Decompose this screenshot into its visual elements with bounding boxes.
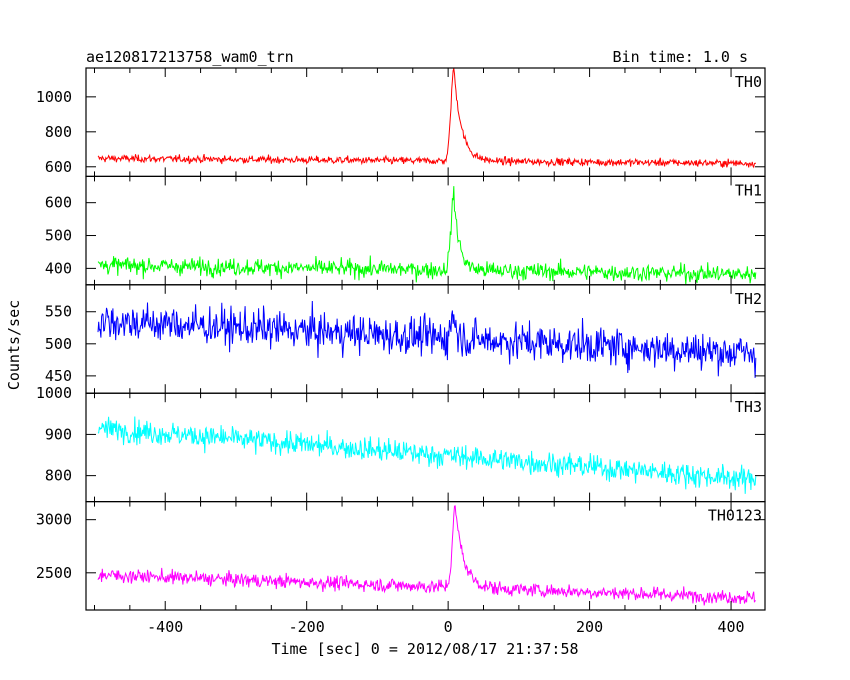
series-th3-line [97,416,757,494]
y-tick-label: 2500 [36,564,72,582]
y-tick-label: 1000 [36,88,72,106]
series-th0123-line [97,505,756,606]
y-tick-label: 800 [45,123,72,141]
panel-frame [85,392,766,503]
y-tick-label: 800 [45,467,72,485]
series-th2-line [97,300,757,378]
panel-th0: 600 800 1000 TH0 [36,67,766,178]
panel-th1: 400 500 600 TH1 [45,175,766,286]
y-tick-label: 500 [45,335,72,353]
x-tick-label: -400 [147,618,183,636]
figure-title: ae120817213758_wam0_trn [86,48,294,66]
panel-frame [85,501,766,611]
x-tick-label: -200 [289,618,325,636]
panel-th2: 450 500 550 TH2 [45,284,766,394]
y-axis-label: Counts/sec [5,300,23,390]
panel-th0123: 2500 3000 TH0123 [36,501,766,611]
panel-th3: 800 900 1000 TH3 [36,384,766,503]
panels-group: 600 800 1000 TH0 400 500 600 TH1 450 500 550 TH2 800… [36,67,766,636]
y-tick-label: 600 [45,158,72,176]
y-tick-label: 600 [45,194,72,212]
x-tick-label: 0 [444,618,453,636]
panel-label-th1: TH1 [735,181,762,199]
panel-label-th0: TH0 [735,73,762,91]
y-tick-label: 1000 [36,384,72,402]
bin-time-label: Bin time: 1.0 s [613,48,748,66]
y-tick-label: 3000 [36,511,72,529]
y-tick-label: 450 [45,367,72,385]
panel-label-th2: TH2 [735,290,762,308]
y-tick-label: 900 [45,425,72,443]
x-tick-label: 400 [718,618,745,636]
x-tick-label: 200 [576,618,603,636]
series-th0-line [97,68,757,169]
panel-label-th3: TH3 [735,398,762,416]
x-axis-label: Time [sec] 0 = 2012/08/17 21:37:58 [271,640,578,658]
y-tick-label: 400 [45,259,72,277]
y-tick-label: 500 [45,227,72,245]
series-th1-line [97,186,757,285]
panel-label-th0123: TH0123 [708,507,762,525]
y-tick-label: 550 [45,303,72,321]
